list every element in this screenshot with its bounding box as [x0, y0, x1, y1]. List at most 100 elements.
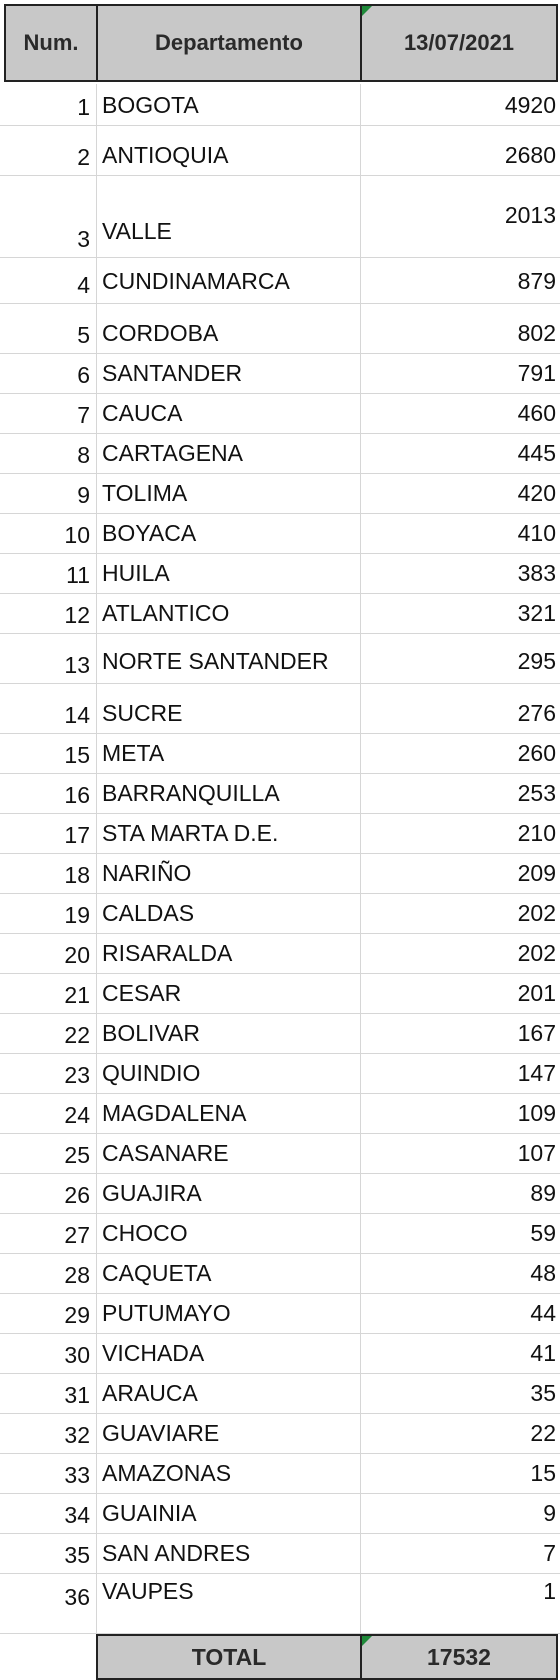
row-number[interactable]: 5 [77, 322, 90, 348]
department-name[interactable]: CARTAGENA [102, 440, 244, 466]
department-value[interactable]: 295 [517, 648, 556, 674]
row-number[interactable]: 15 [64, 742, 90, 768]
department-value[interactable]: 276 [517, 700, 556, 726]
department-value[interactable]: 260 [517, 740, 556, 766]
row-number[interactable]: 3 [77, 226, 90, 252]
department-name[interactable]: AMAZONAS [102, 1460, 232, 1486]
row-number[interactable]: 33 [64, 1462, 90, 1488]
department-value[interactable]: 253 [517, 780, 556, 806]
department-name[interactable]: CESAR [102, 980, 182, 1006]
department-value[interactable]: 201 [517, 980, 556, 1006]
department-name[interactable]: META [102, 740, 165, 766]
row-number[interactable]: 6 [77, 362, 90, 388]
department-value[interactable]: 89 [530, 1180, 556, 1206]
row-number[interactable]: 9 [77, 482, 90, 508]
department-name[interactable]: STA MARTA D.E. [102, 820, 279, 846]
row-number[interactable]: 22 [64, 1022, 90, 1048]
department-name[interactable]: SUCRE [102, 700, 183, 726]
department-name[interactable]: NARIÑO [102, 860, 192, 886]
total-label[interactable]: TOTAL [96, 1634, 362, 1680]
department-value[interactable]: 35 [530, 1380, 556, 1406]
row-number[interactable]: 36 [64, 1584, 90, 1610]
department-value[interactable]: 147 [517, 1060, 556, 1086]
department-name[interactable]: ARAUCA [102, 1380, 198, 1406]
department-name[interactable]: BOLIVAR [102, 1020, 200, 1046]
row-number[interactable]: 19 [64, 902, 90, 928]
department-value[interactable]: 209 [517, 860, 556, 886]
department-name[interactable]: QUINDIO [102, 1060, 201, 1086]
department-name[interactable]: VALLE [102, 218, 172, 244]
department-name[interactable]: ANTIOQUIA [102, 142, 229, 168]
row-number[interactable]: 11 [66, 562, 90, 588]
department-name[interactable]: BOYACA [102, 520, 197, 546]
department-name[interactable]: TOLIMA [102, 480, 188, 506]
row-number[interactable]: 23 [64, 1062, 90, 1088]
row-number[interactable]: 20 [64, 942, 90, 968]
department-value[interactable]: 410 [517, 520, 556, 546]
row-number[interactable]: 26 [64, 1182, 90, 1208]
row-number[interactable]: 24 [64, 1102, 90, 1128]
department-value[interactable]: 2680 [504, 142, 556, 168]
department-value[interactable]: 1 [543, 1578, 556, 1604]
department-value[interactable]: 202 [517, 900, 556, 926]
department-name[interactable]: GUAJIRA [102, 1180, 202, 1206]
row-number[interactable]: 13 [64, 652, 90, 678]
row-number[interactable]: 16 [64, 782, 90, 808]
department-name[interactable]: CAQUETA [102, 1260, 212, 1286]
row-number[interactable]: 35 [64, 1542, 90, 1568]
header-departamento[interactable]: Departamento [96, 4, 362, 82]
department-name[interactable]: BARRANQUILLA [102, 780, 280, 806]
department-value[interactable]: 802 [517, 320, 556, 346]
department-value[interactable]: 167 [517, 1020, 556, 1046]
department-value[interactable]: 109 [517, 1100, 556, 1126]
row-number[interactable]: 29 [64, 1302, 90, 1328]
department-name[interactable]: CUNDINAMARCA [102, 268, 290, 294]
department-value[interactable]: 2013 [504, 202, 556, 228]
row-number[interactable]: 7 [77, 402, 90, 428]
department-value[interactable]: 420 [517, 480, 556, 506]
department-value[interactable]: 7 [543, 1540, 556, 1566]
department-name[interactable]: GUAVIARE [102, 1420, 220, 1446]
row-number[interactable]: 10 [64, 522, 90, 548]
row-number[interactable]: 8 [77, 442, 90, 468]
row-number[interactable]: 17 [64, 822, 90, 848]
row-number[interactable]: 1 [77, 94, 90, 120]
department-value[interactable]: 4920 [504, 92, 556, 118]
row-number[interactable]: 31 [64, 1382, 90, 1408]
department-name[interactable]: CORDOBA [102, 320, 219, 346]
department-value[interactable]: 383 [517, 560, 556, 586]
row-number[interactable]: 21 [64, 982, 90, 1008]
department-name[interactable]: BOGOTA [102, 92, 199, 118]
header-num[interactable]: Num. [4, 4, 98, 82]
row-number[interactable]: 34 [64, 1502, 90, 1528]
department-name[interactable]: HUILA [102, 560, 170, 586]
department-value[interactable]: 15 [530, 1460, 556, 1486]
department-name[interactable]: NORTE SANTANDER [102, 648, 329, 674]
row-number[interactable]: 30 [64, 1342, 90, 1368]
department-name[interactable]: VICHADA [102, 1340, 205, 1366]
department-value[interactable]: 202 [517, 940, 556, 966]
department-value[interactable]: 210 [517, 820, 556, 846]
department-value[interactable]: 48 [530, 1260, 556, 1286]
department-name[interactable]: PUTUMAYO [102, 1300, 231, 1326]
department-name[interactable]: CALDAS [102, 900, 195, 926]
department-value[interactable]: 9 [543, 1500, 556, 1526]
row-number[interactable]: 14 [64, 702, 90, 728]
row-number[interactable]: 25 [64, 1142, 90, 1168]
department-name[interactable]: RISARALDA [102, 940, 233, 966]
department-name[interactable]: ATLANTICO [102, 600, 230, 626]
department-name[interactable]: CHOCO [102, 1220, 188, 1246]
department-value[interactable]: 59 [530, 1220, 556, 1246]
row-number[interactable]: 2 [77, 144, 90, 170]
department-value[interactable]: 791 [517, 360, 556, 386]
department-name[interactable]: VAUPES [102, 1578, 194, 1604]
department-value[interactable]: 879 [517, 268, 556, 294]
department-value[interactable]: 44 [530, 1300, 556, 1326]
department-value[interactable]: 460 [517, 400, 556, 426]
department-name[interactable]: GUAINIA [102, 1500, 197, 1526]
total-value[interactable]: 17532 [360, 1634, 558, 1680]
department-name[interactable]: CAUCA [102, 400, 183, 426]
row-number[interactable]: 4 [77, 272, 90, 298]
department-value[interactable]: 321 [517, 600, 556, 626]
department-value[interactable]: 22 [530, 1420, 556, 1446]
